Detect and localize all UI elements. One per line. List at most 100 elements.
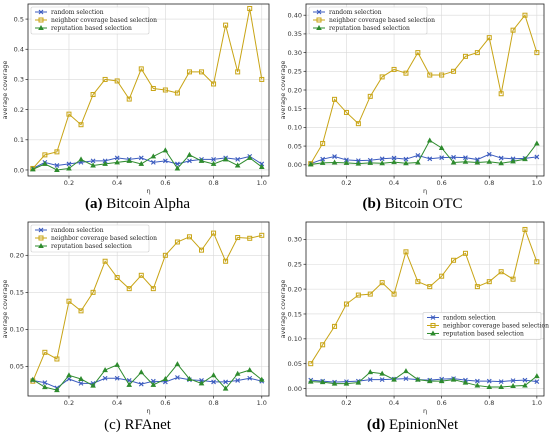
y-tick-label: 0.5 — [14, 15, 24, 23]
data-point — [54, 163, 60, 168]
legend-box — [308, 6, 428, 35]
data-point — [150, 153, 157, 159]
data-point — [522, 377, 528, 383]
legend-entry: reputation based selection — [313, 24, 410, 32]
data-point — [379, 156, 385, 162]
x-tick-label: 1.0 — [532, 179, 542, 187]
data-point — [522, 382, 528, 388]
series-line — [32, 376, 262, 389]
legend-marker — [316, 24, 322, 31]
line-chart-bitcoin-alpha: 0.2 0.4 0.6 0.8 1.0 0.0 0.1 0.2 0.3 0.4 0.5 η averag… — [1, 3, 270, 195]
data-point — [474, 284, 480, 290]
data-point — [450, 159, 457, 165]
data-point — [150, 85, 156, 91]
data-point — [162, 87, 168, 93]
legend-marker — [38, 242, 44, 249]
data-point — [138, 381, 144, 387]
data-point — [522, 156, 528, 162]
x-tick-label: 0.4 — [112, 399, 122, 407]
data-point — [114, 78, 120, 84]
data-point — [486, 279, 492, 285]
data-point — [522, 226, 528, 232]
data-point — [415, 153, 421, 158]
data-point — [439, 155, 445, 161]
data-point — [90, 289, 96, 295]
y-tick-label: 0.35 — [288, 30, 302, 38]
data-point — [222, 385, 229, 391]
caption-rfanet: (c) RFAnet — [0, 417, 275, 434]
legend-entry: neighbor coverage based selection — [427, 322, 549, 329]
data-point — [138, 369, 145, 375]
data-point — [235, 157, 241, 162]
legend-label: neighbor coverage based selection — [329, 17, 435, 24]
data-point — [247, 6, 253, 12]
legend-entry: neighbor coverage based selection — [35, 17, 157, 24]
data-point — [462, 379, 469, 385]
data-point — [258, 163, 265, 169]
data-point — [246, 154, 253, 160]
data-point — [78, 308, 84, 314]
line-chart-bitcoin-otc: 0.2 0.4 0.6 0.8 1.0 0.00 0.05 0.10 0.15 0.20 0.25 0… — [279, 3, 545, 195]
y-tick-label: 0.10 — [288, 335, 302, 343]
legend-box — [30, 224, 150, 253]
data-point — [162, 147, 169, 153]
y-tick-label: 0.15 — [10, 289, 24, 297]
x-tick-label: 0.2 — [64, 179, 74, 187]
data-point — [320, 342, 326, 348]
data-point — [247, 235, 253, 241]
data-point — [451, 154, 456, 160]
data-point — [42, 349, 48, 355]
data-point — [332, 96, 338, 102]
y-tick-label: 0.4 — [14, 46, 24, 54]
data-point — [332, 323, 338, 329]
data-point — [379, 280, 385, 286]
x-tick-label: 0.2 — [64, 399, 74, 407]
legend-marker — [316, 9, 322, 15]
data-point — [438, 378, 445, 384]
data-point — [258, 376, 265, 382]
legend-label: neighbor coverage based selection — [51, 17, 157, 24]
data-point — [102, 375, 108, 381]
data-point — [391, 291, 397, 297]
data-point — [90, 162, 96, 168]
legend-label: reputation based selection — [51, 25, 132, 32]
caption-bitcoin-otc: (b) Bitcoin OTC — [275, 196, 550, 213]
caption-letter: (b) — [362, 196, 381, 212]
data-point — [223, 379, 229, 385]
data-point — [138, 272, 144, 278]
legend-entry: random selection — [427, 314, 496, 321]
data-point — [138, 155, 144, 161]
legend-label: neighbor coverage based selection — [443, 322, 549, 329]
data-point — [486, 151, 492, 157]
data-point — [367, 291, 373, 297]
data-point — [320, 156, 326, 162]
data-point — [30, 376, 36, 382]
data-point — [138, 160, 145, 166]
legend-marker — [430, 322, 436, 328]
data-point — [234, 162, 241, 168]
y-tick-label: 0.00 — [288, 385, 302, 393]
series-square — [308, 12, 540, 167]
data-point — [498, 155, 504, 161]
data-point — [102, 258, 108, 264]
data-point — [367, 369, 374, 375]
legend-marker — [316, 17, 322, 23]
data-point — [114, 375, 120, 381]
data-point — [78, 156, 84, 162]
x-tick-label: 0.8 — [484, 179, 494, 187]
data-point — [534, 259, 540, 265]
y-tick-label: 0.40 — [288, 12, 302, 20]
data-point — [186, 151, 193, 157]
data-point — [331, 380, 338, 386]
data-point — [150, 286, 156, 292]
x-tick-label: 0.6 — [436, 179, 446, 187]
data-point — [102, 76, 108, 82]
data-point — [343, 159, 350, 165]
x-tick-label: 0.8 — [484, 399, 494, 407]
x-tick-label: 1.0 — [257, 399, 267, 407]
data-point — [259, 76, 265, 82]
y-tick-label: 0.20 — [288, 86, 302, 94]
data-point — [355, 379, 362, 385]
legend-entry: random selection — [313, 9, 382, 16]
chart-panel-bitcoin-otc: 0.2 0.4 0.6 0.8 1.0 0.00 0.05 0.10 0.15 0.20 0.25 0… — [275, 0, 550, 195]
